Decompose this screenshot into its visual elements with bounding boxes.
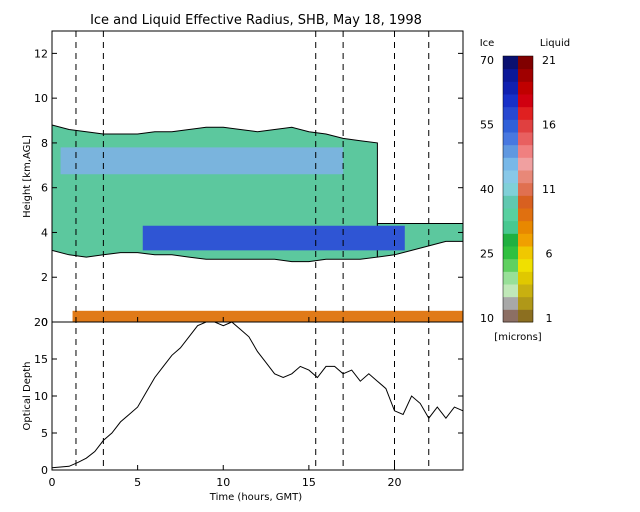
liquid-layer-bar	[72, 310, 464, 322]
legend-liquid-swatch	[518, 246, 533, 260]
bottom-ytick-label: 15	[34, 353, 48, 366]
legend-ice-swatch	[503, 258, 518, 272]
chart-title: Ice and Liquid Effective Radius, SHB, Ma…	[90, 13, 422, 28]
top-ytick-label: 8	[41, 137, 48, 150]
top-ytick-label: 6	[41, 182, 48, 195]
ice-upper-band	[60, 147, 344, 175]
legend-ice-tick: 10	[480, 312, 494, 325]
bottom-ytick-label: 5	[41, 427, 48, 440]
legend-ice-swatch	[503, 296, 518, 310]
legend-ice-swatch	[503, 233, 518, 247]
legend-liquid-tick: 6	[546, 248, 553, 261]
legend-ice-swatch	[503, 284, 518, 298]
legend-liquid-swatch	[518, 271, 533, 285]
legend-ice-label: Ice	[480, 38, 495, 49]
xtick-label: 20	[388, 476, 402, 489]
legend-ice-swatch	[503, 56, 518, 70]
bottom-ytick-label: 0	[41, 464, 48, 477]
legend-liquid-swatch	[518, 132, 533, 146]
legend-ice-swatch	[503, 94, 518, 108]
legend-ice-tick: 25	[480, 248, 494, 261]
legend-ice-swatch	[503, 68, 518, 82]
legend-ice-swatch	[503, 182, 518, 196]
ice-core-band	[142, 225, 405, 251]
legend-units: [microns]	[494, 332, 541, 343]
legend-ice-swatch	[503, 195, 518, 209]
legend-liquid-label: Liquid	[540, 38, 570, 49]
legend-ice-swatch	[503, 208, 518, 222]
legend-liquid-tick: 16	[542, 119, 556, 132]
legend-liquid-swatch	[518, 296, 533, 310]
legend-ice-tick: 40	[480, 183, 494, 196]
legend-liquid-swatch	[518, 208, 533, 222]
legend-ice-swatch	[503, 157, 518, 171]
top-ytick-label: 10	[34, 92, 48, 105]
xtick-label: 15	[302, 476, 316, 489]
top-ytick-label: 4	[41, 226, 48, 239]
bottom-ylabel: Optical Depth	[22, 362, 33, 431]
legend-liquid-swatch	[518, 119, 533, 133]
legend-liquid-swatch	[518, 106, 533, 120]
legend-liquid-swatch	[518, 182, 533, 196]
x-axis-label: Time (hours, GMT)	[209, 492, 303, 503]
optical-depth-line	[51, 321, 464, 469]
legend-ice-tick: 70	[480, 54, 494, 67]
legend-liquid-swatch	[518, 144, 533, 158]
legend-ice-swatch	[503, 246, 518, 260]
legend-liquid-swatch	[518, 220, 533, 234]
bottom-ytick-label: 20	[34, 316, 48, 329]
legend-ice-swatch	[503, 106, 518, 120]
top-ytick-label: 2	[41, 271, 48, 284]
legend-ice-swatch	[503, 220, 518, 234]
bottom-plot-frame	[51, 321, 464, 471]
top-ytick-label: 0	[41, 316, 48, 329]
legend-liquid-swatch	[518, 309, 533, 323]
legend-liquid-swatch	[518, 170, 533, 184]
legend-ice-swatch	[503, 119, 518, 133]
legend-liquid-swatch	[518, 94, 533, 108]
legend-liquid-tick: 1	[546, 312, 553, 325]
legend-liquid-swatch	[518, 195, 533, 209]
legend-ice-swatch	[503, 170, 518, 184]
legend-liquid-swatch	[518, 233, 533, 247]
legend-liquid-swatch	[518, 258, 533, 272]
top-panel: 0 2 4 6 8 10 12	[34, 30, 464, 470]
xtick-label: 5	[134, 476, 141, 489]
legend-liquid-swatch	[518, 284, 533, 298]
legend-ice-swatch	[503, 132, 518, 146]
legend-ice-swatch	[503, 81, 518, 95]
legend-liquid-swatch	[518, 68, 533, 82]
legend-ice-swatch	[503, 271, 518, 285]
legend-ice-tick: 55	[480, 119, 494, 132]
xtick-label: 10	[216, 476, 230, 489]
bottom-ytick-label: 10	[34, 390, 48, 403]
top-ytick-label: 12	[34, 47, 48, 60]
xtick-label: 0	[49, 476, 56, 489]
legend-liquid-tick: 21	[542, 54, 556, 67]
top-ylabel: Height [km,AGL]	[22, 135, 33, 218]
legend-liquid-tick: 11	[542, 183, 556, 196]
legend-liquid-swatch	[518, 56, 533, 70]
legend-ice-swatch	[503, 309, 518, 323]
legend-liquid-swatch	[518, 81, 533, 95]
legend-frame	[502, 55, 534, 323]
legend-ice-swatch	[503, 144, 518, 158]
legend-liquid-swatch	[518, 157, 533, 171]
